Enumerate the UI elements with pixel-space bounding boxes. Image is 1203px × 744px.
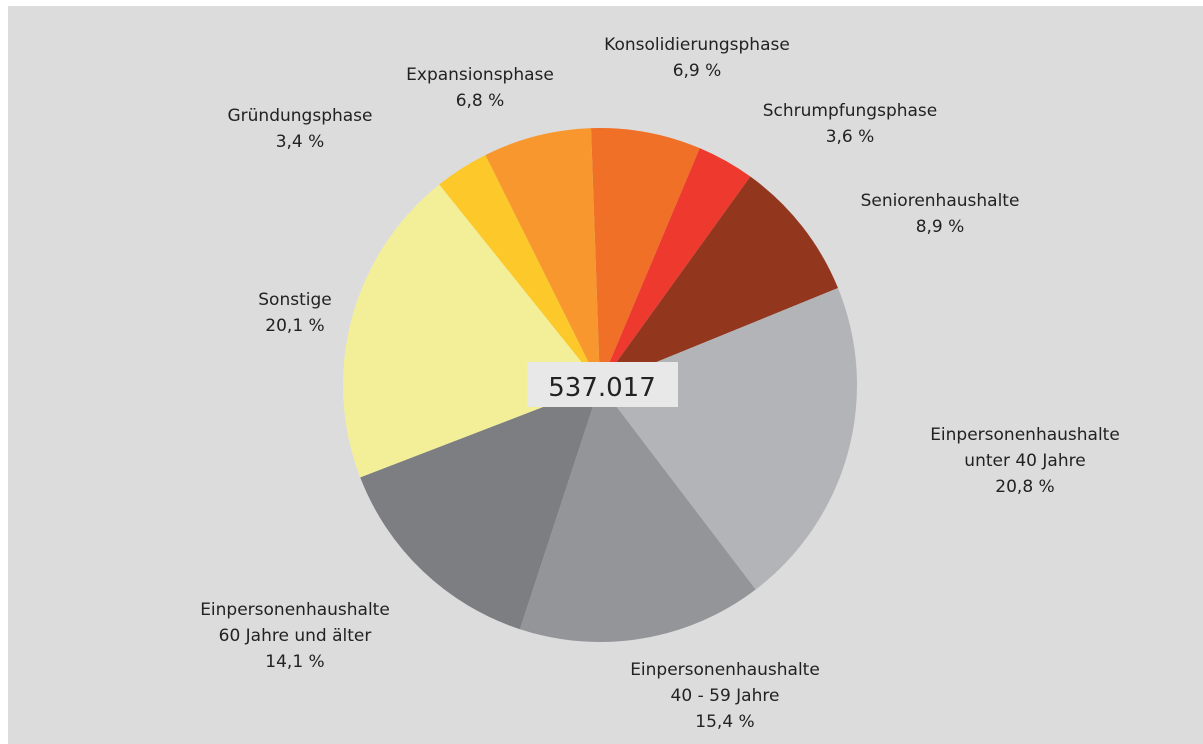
pie-slice [519,385,756,642]
slice-value: 3,4 % [275,132,325,152]
pie-slice [600,148,751,385]
slice-name: Seniorenhaushalte [860,191,1020,211]
slice-value: 6,9 % [672,61,722,81]
slice-value: 15,4 % [695,712,755,732]
slice-label: Gründungsphase 3,4 % [228,103,373,155]
pie-slice [439,154,600,385]
slice-name: Einpersonenhaushalte 40 - 59 Jahre [630,660,820,706]
slice-name: Expansionsphase [406,65,554,85]
slice-value: 6,8 % [455,91,505,111]
pie-slice [360,385,600,630]
slice-value: 20,1 % [265,316,325,336]
slice-label: Einpersonenhaushalte 40 - 59 Jahre 15,4 % [630,657,820,735]
slice-label: Expansionsphase 6,8 % [406,62,554,114]
slice-name: Einpersonenhaushalte 60 Jahre und älter [200,600,390,646]
slice-name: Schrumpfungsphase [762,101,938,121]
slice-value: 20,8 % [995,477,1055,497]
pie-slice [600,176,839,385]
chart: 537.017 Konsolidierungsphase 6,9 % Schrump… [8,6,1203,744]
slice-value: 3,6 % [825,127,875,147]
slice-name: Gründungsphase [227,106,373,126]
slice-label: Einpersonenhaushalte 60 Jahre und älter 1… [200,597,390,675]
slice-name: Konsolidierungsphase [604,35,790,55]
center-label-box [527,362,678,407]
slice-name: Einpersonenhaushalte unter 40 Jahre [930,425,1120,471]
slice-label: Konsolidierungsphase 6,9 % [604,32,790,84]
slice-label: Einpersonenhaushalte unter 40 Jahre 20,8 … [930,422,1120,500]
slice-label: Sonstige 20,1 % [258,287,331,339]
slice-value: 8,9 % [915,217,965,237]
slice-name: Sonstige [258,290,332,310]
pie-slice [485,128,600,385]
slice-value: 14,1 % [265,652,325,672]
pie-chart: 537.017 [343,127,857,642]
slice-label: Schrumpfungsphase 3,6 % [763,98,938,150]
pie-slice [591,127,700,385]
slice-label: Seniorenhaushalte 8,9 % [861,188,1020,240]
center-label: 537.017 [548,373,656,403]
